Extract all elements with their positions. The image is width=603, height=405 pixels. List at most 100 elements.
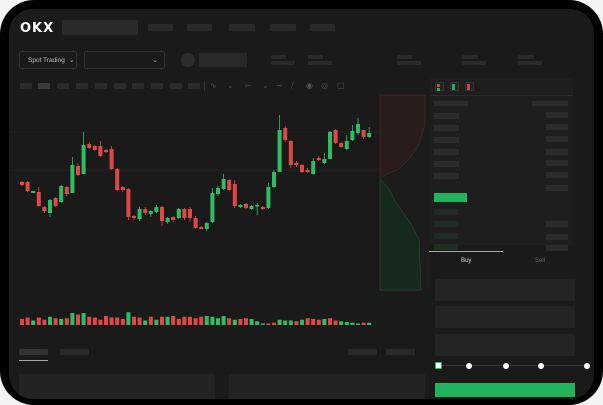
nav-item[interactable] [270, 24, 296, 31]
slider-stop[interactable] [466, 363, 472, 369]
candle-body [350, 131, 355, 140]
chevron-down-icon[interactable]: ⌄ [262, 81, 269, 90]
market-select[interactable]: Spot Trading ⌄ [19, 51, 77, 69]
nav-item[interactable] [148, 24, 173, 31]
volume-bar [305, 318, 310, 325]
candle-body [115, 169, 120, 190]
settings-icon[interactable]: ◎ [321, 81, 328, 90]
filter-button[interactable] [348, 349, 377, 355]
candle-body [76, 166, 80, 175]
tab-sell[interactable]: Sell [535, 258, 546, 264]
indicator-icon[interactable]: ∿ [210, 81, 217, 90]
volume-bar [255, 321, 260, 325]
interval-button[interactable] [20, 83, 32, 89]
tab-open-orders[interactable] [19, 349, 48, 355]
candle [109, 146, 114, 170]
volume-bar [188, 316, 192, 325]
amount-input[interactable] [435, 306, 575, 328]
candle-body [316, 158, 321, 160]
volume-bar [221, 316, 226, 325]
candle-body [98, 146, 103, 156]
candle-body [120, 187, 125, 190]
candle-body [109, 149, 114, 169]
interval-button[interactable] [76, 83, 88, 89]
candle [232, 180, 237, 208]
wave-icon[interactable]: ∼ [276, 81, 283, 90]
candle-body [277, 130, 282, 172]
line-tool-icon[interactable]: ⊢ [245, 81, 252, 90]
divider [430, 95, 573, 96]
candle [227, 179, 232, 191]
candlestick-chart[interactable] [9, 9, 594, 399]
pair-select[interactable]: ⌄ [84, 51, 165, 69]
slider-stop[interactable] [538, 363, 544, 369]
buy-submit-button[interactable] [435, 383, 575, 397]
interval-button[interactable] [132, 83, 144, 89]
bids-only-icon[interactable] [450, 82, 459, 91]
volume-bar [294, 321, 299, 325]
volume-bar [266, 323, 271, 325]
slider-handle[interactable] [435, 362, 442, 369]
price-input[interactable] [435, 279, 575, 301]
candle [266, 183, 271, 209]
interval-button[interactable] [95, 83, 107, 89]
bid-amount [546, 221, 568, 227]
candle-body [210, 193, 215, 222]
candle [48, 199, 52, 217]
volume-bar [59, 319, 64, 325]
stat-label [462, 55, 478, 59]
filter-button[interactable] [386, 349, 415, 355]
candle-body [305, 170, 310, 172]
candle [328, 131, 332, 159]
volume-bar [260, 323, 265, 325]
stat-label [271, 55, 286, 59]
bid-price [434, 209, 458, 215]
volume-bar [160, 316, 164, 325]
volume-bar [137, 317, 142, 325]
interval-button[interactable] [151, 83, 163, 89]
interval-button[interactable] [170, 83, 182, 89]
volume-bar [70, 313, 75, 325]
chevron-down-icon[interactable]: ⌄ [227, 81, 234, 90]
nav-item[interactable] [229, 24, 255, 31]
slider-stop[interactable] [584, 363, 590, 369]
camera-icon[interactable]: ◉ [306, 81, 313, 90]
volume-bar [98, 319, 103, 325]
candle [255, 203, 260, 215]
total-input[interactable] [435, 334, 575, 356]
candle-body [137, 209, 142, 219]
tab-order-history[interactable] [60, 349, 89, 355]
search-bar[interactable] [62, 20, 138, 35]
asks-only-icon[interactable] [465, 82, 474, 91]
candle-body [199, 227, 204, 229]
candle-body [193, 218, 198, 228]
candle [126, 188, 131, 220]
volume-bar [339, 321, 344, 325]
interval-button-active[interactable] [38, 83, 50, 89]
nav-item[interactable] [187, 24, 212, 31]
tab-buy[interactable]: Buy [461, 258, 472, 264]
fullscreen-icon[interactable]: ▢ [337, 81, 345, 90]
candle [361, 130, 366, 139]
nav-item[interactable] [310, 24, 335, 31]
interval-button[interactable] [57, 83, 69, 89]
okx-logo[interactable]: OKX [20, 21, 55, 36]
volume-bar [311, 319, 316, 325]
slider-stop[interactable] [503, 363, 509, 369]
candle-body [260, 207, 265, 209]
candle [137, 207, 142, 221]
interval-button[interactable] [114, 83, 126, 89]
ruler-icon[interactable]: ⧸ [291, 81, 294, 90]
candle [356, 118, 360, 135]
volume-bar [115, 317, 120, 325]
volume-bar [367, 322, 372, 325]
volume-bar [64, 318, 69, 325]
both-sides-icon[interactable] [435, 82, 444, 91]
candle-body [171, 217, 176, 220]
candle-body [176, 209, 181, 218]
candle-body [238, 205, 243, 207]
candle-body [356, 124, 360, 133]
candle-body [188, 209, 192, 218]
interval-button[interactable] [188, 83, 200, 89]
slider-track[interactable] [439, 365, 589, 366]
